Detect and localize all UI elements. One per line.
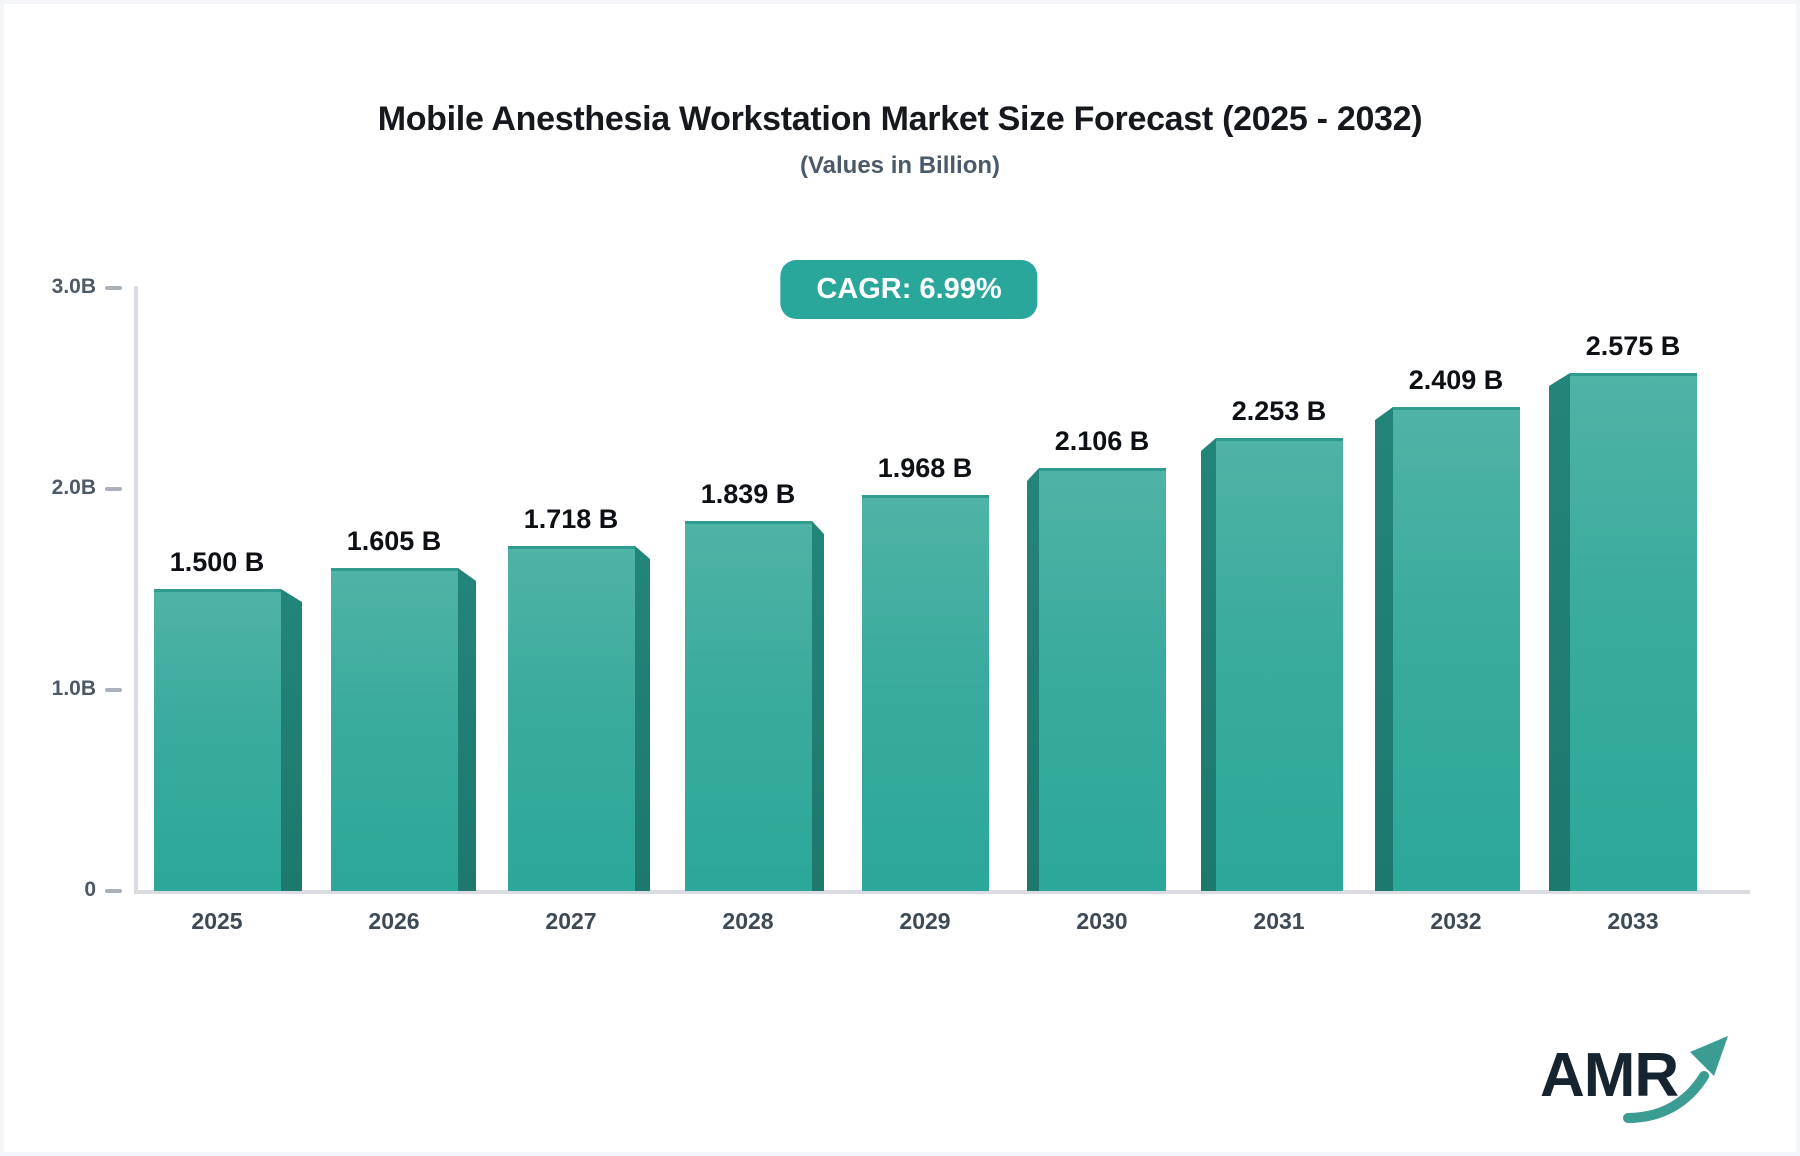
- bar-value-label-2025: 1.500 B: [169, 547, 265, 577]
- bar-side-2033: [1549, 373, 1570, 891]
- bar-2033: [1570, 373, 1697, 891]
- x-axis-label-2030: 2030: [1076, 908, 1128, 934]
- x-axis-label-2031: 2031: [1253, 908, 1305, 934]
- bar-value-label-2027: 1.718 B: [523, 504, 619, 534]
- bar-2026: [331, 568, 458, 891]
- chart-title: Mobile Anesthesia Workstation Market Siz…: [377, 100, 1423, 138]
- y-axis-tick-label: 2.0B: [51, 476, 96, 499]
- amr-logo-arrow-icon: [1623, 1036, 1728, 1123]
- amr-logo-text: AMR: [1540, 1041, 1679, 1110]
- bar-2025: [154, 589, 281, 891]
- x-axis-line: [134, 890, 1750, 894]
- x-axis-label-2025: 2025: [191, 908, 243, 934]
- x-axis-label-2027: 2027: [545, 908, 597, 934]
- bar-side-2028: [812, 521, 824, 891]
- bar-value-label-2031: 2.253 B: [1231, 396, 1327, 426]
- bar-value-label-2029: 1.968 B: [877, 453, 973, 483]
- bar-value-label-2032: 2.409 B: [1408, 365, 1504, 395]
- bar-2030: [1039, 468, 1166, 891]
- bar-side-2030: [1027, 468, 1039, 891]
- bar-value-label-2030: 2.106 B: [1054, 426, 1150, 456]
- bar-side-2025: [281, 589, 302, 891]
- cagr-badge: CAGR: 6.99%: [780, 260, 1038, 319]
- amr-logo: AMR: [1534, 1030, 1764, 1130]
- bar-value-label-2026: 1.605 B: [346, 526, 442, 556]
- bar-side-2026: [458, 568, 476, 891]
- bar-value-label-2033: 2.575 B: [1585, 331, 1681, 361]
- bar-2028: [685, 521, 812, 891]
- bar-side-2027: [635, 546, 650, 891]
- y-axis-tick-mark: [105, 487, 122, 491]
- x-axis-label-2032: 2032: [1430, 908, 1482, 934]
- y-axis-tick-label: 0: [84, 878, 96, 901]
- bar-2031: [1216, 438, 1343, 891]
- y-axis-line: [134, 286, 138, 894]
- y-axis-tick-label: 1.0B: [51, 677, 96, 700]
- y-axis-tick-label: 3.0B: [51, 275, 96, 298]
- x-axis-label-2029: 2029: [899, 908, 951, 934]
- y-axis-tick-mark: [105, 889, 122, 893]
- bar-2027: [508, 546, 635, 891]
- x-axis-label-2028: 2028: [722, 908, 774, 934]
- bar-2032: [1393, 407, 1520, 891]
- x-axis-label-2033: 2033: [1607, 908, 1659, 934]
- bar-2029: [862, 495, 989, 891]
- bar-side-2031: [1201, 438, 1216, 891]
- x-axis-label-2026: 2026: [368, 908, 420, 934]
- bar-value-label-2028: 1.839 B: [700, 479, 796, 509]
- y-axis-tick-mark: [105, 688, 122, 692]
- chart-subtitle: (Values in Billion): [799, 152, 1001, 179]
- y-axis-tick-mark: [105, 286, 122, 290]
- bar-side-2032: [1375, 407, 1393, 891]
